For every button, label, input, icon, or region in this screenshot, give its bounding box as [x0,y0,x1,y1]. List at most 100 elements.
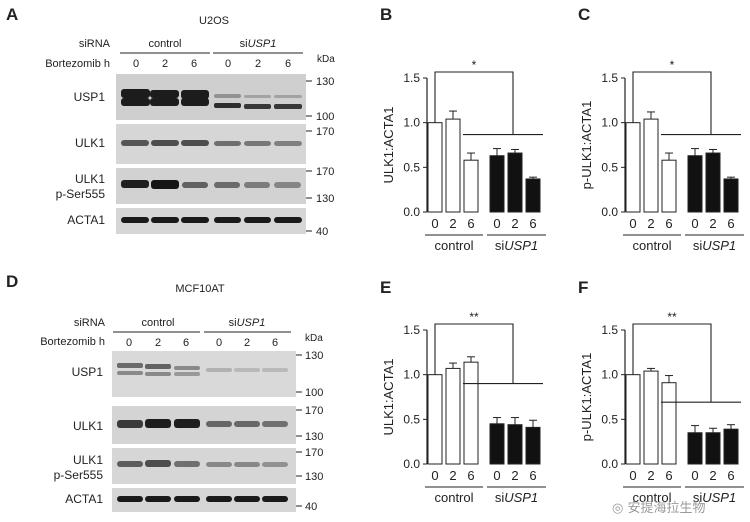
kda-label: kDa [317,54,335,65]
x-tick-label: 2 [511,216,518,231]
panel-d: D MCF10AT siRNA Bortezomib h control siU… [6,272,323,513]
x-tick-label: 2 [709,468,716,483]
bar [427,122,443,213]
time-label: 6 [285,58,291,70]
bar [489,423,505,465]
x-tick-label: 0 [629,216,636,231]
bar [525,178,541,213]
bar [489,155,505,213]
x-tick-label: 6 [529,216,536,231]
sirna-label: siRNA [79,38,111,50]
bar [687,155,703,213]
panel-letter-c: C [578,5,590,24]
bar [463,159,479,213]
kda-marker: 130 [305,471,323,483]
wechat-icon: ◎ [612,501,628,516]
y-tick-label: 1.5 [601,71,618,85]
x-tick-label: 2 [449,216,456,231]
kda-marker: 130 [316,76,334,88]
y-tick-label: 0.5 [403,412,420,426]
y-tick-label: 0.0 [403,205,420,219]
x-tick-label: 0 [493,216,500,231]
group-label-control: control [434,490,473,505]
time-label: 6 [191,58,197,70]
blot-label-ulk1: ULK1 [73,453,103,467]
panel-letter-e: E [380,278,391,297]
significance-marker: ** [667,310,677,324]
bar [445,367,461,465]
y-tick-label: 1.0 [403,116,420,130]
kda-marker: 170 [305,447,323,459]
x-tick-label: 6 [665,468,672,483]
x-tick-label: 0 [431,216,438,231]
y-tick-label: 1.5 [403,323,420,337]
panel-a: A U2OS siRNA Bortezomib h control siUSP1… [6,5,335,238]
panel-letter-f: F [578,278,588,297]
bar [625,374,641,465]
x-tick-label: 0 [629,468,636,483]
time-label: 0 [225,58,231,70]
acta1-bands [121,217,302,223]
blot-label-pser555: p-Ser555 [56,187,106,201]
y-tick-label: 0.5 [403,160,420,174]
panel-letter-b: B [380,5,392,24]
panel-letter-d: D [6,272,18,291]
cell-line-title: MCF10AT [175,283,225,295]
significance-marker: * [670,58,675,72]
kda-marker: 40 [305,501,317,513]
significance-bracket [434,71,514,135]
blot-label-ulk1: ULK1 [73,419,103,433]
kda-marker: 170 [316,126,334,138]
x-tick-label: 0 [691,468,698,483]
y-tick-label: 0.5 [601,160,618,174]
bar [427,374,443,465]
y-tick-label: 0.0 [601,205,618,219]
usp1-bands [121,89,302,109]
cell-line-title: U2OS [199,15,229,27]
time-label: 0 [133,58,139,70]
time-label: 2 [255,58,261,70]
usp1-bands [117,363,288,376]
group-label-control: control [141,317,174,329]
y-tick-label: 0.0 [403,457,420,471]
x-tick-label: 0 [493,468,500,483]
acta1-bands [117,496,288,502]
kda-marker: 100 [305,387,323,399]
y-axis-label: p-ULK1:ACTA1 [579,101,594,190]
time-label: 2 [162,58,168,70]
bar [705,152,721,213]
y-tick-label: 1.0 [601,368,618,382]
bar [723,428,739,465]
x-tick-label: 2 [647,468,654,483]
y-axis-label: ULK1:ACTA1 [381,106,396,183]
group-label-siusp1: siUSP1 [229,317,266,329]
group-label-siusp1: siUSP1 [693,238,736,253]
bar [661,159,677,213]
bar [643,370,659,465]
sirna-label: siRNA [74,317,106,329]
significance-marker: ** [469,310,479,324]
group-label-siusp1: siUSP1 [495,490,538,505]
y-tick-label: 0.0 [601,457,618,471]
watermark-text: ◎ 安提海拉生物 [612,501,706,516]
y-axis-label: p-ULK1:ACTA1 [579,353,594,442]
x-tick-label: 6 [727,468,734,483]
bortezomib-label: Bortezomib h [40,336,105,348]
pser555-bands [117,460,288,467]
kda-marker: 130 [316,193,334,205]
time-label: 2 [244,337,250,349]
x-tick-label: 6 [467,468,474,483]
time-label: 0 [216,337,222,349]
y-tick-label: 1.0 [403,368,420,382]
group-label-siusp1: siUSP1 [495,238,538,253]
kda-marker: 100 [316,111,334,123]
group-label-control: control [632,238,671,253]
x-tick-label: 6 [467,216,474,231]
ulk1-bands [117,419,288,428]
y-tick-label: 0.5 [601,412,618,426]
bar [525,426,541,465]
blot-label-usp1: USP1 [72,365,104,379]
